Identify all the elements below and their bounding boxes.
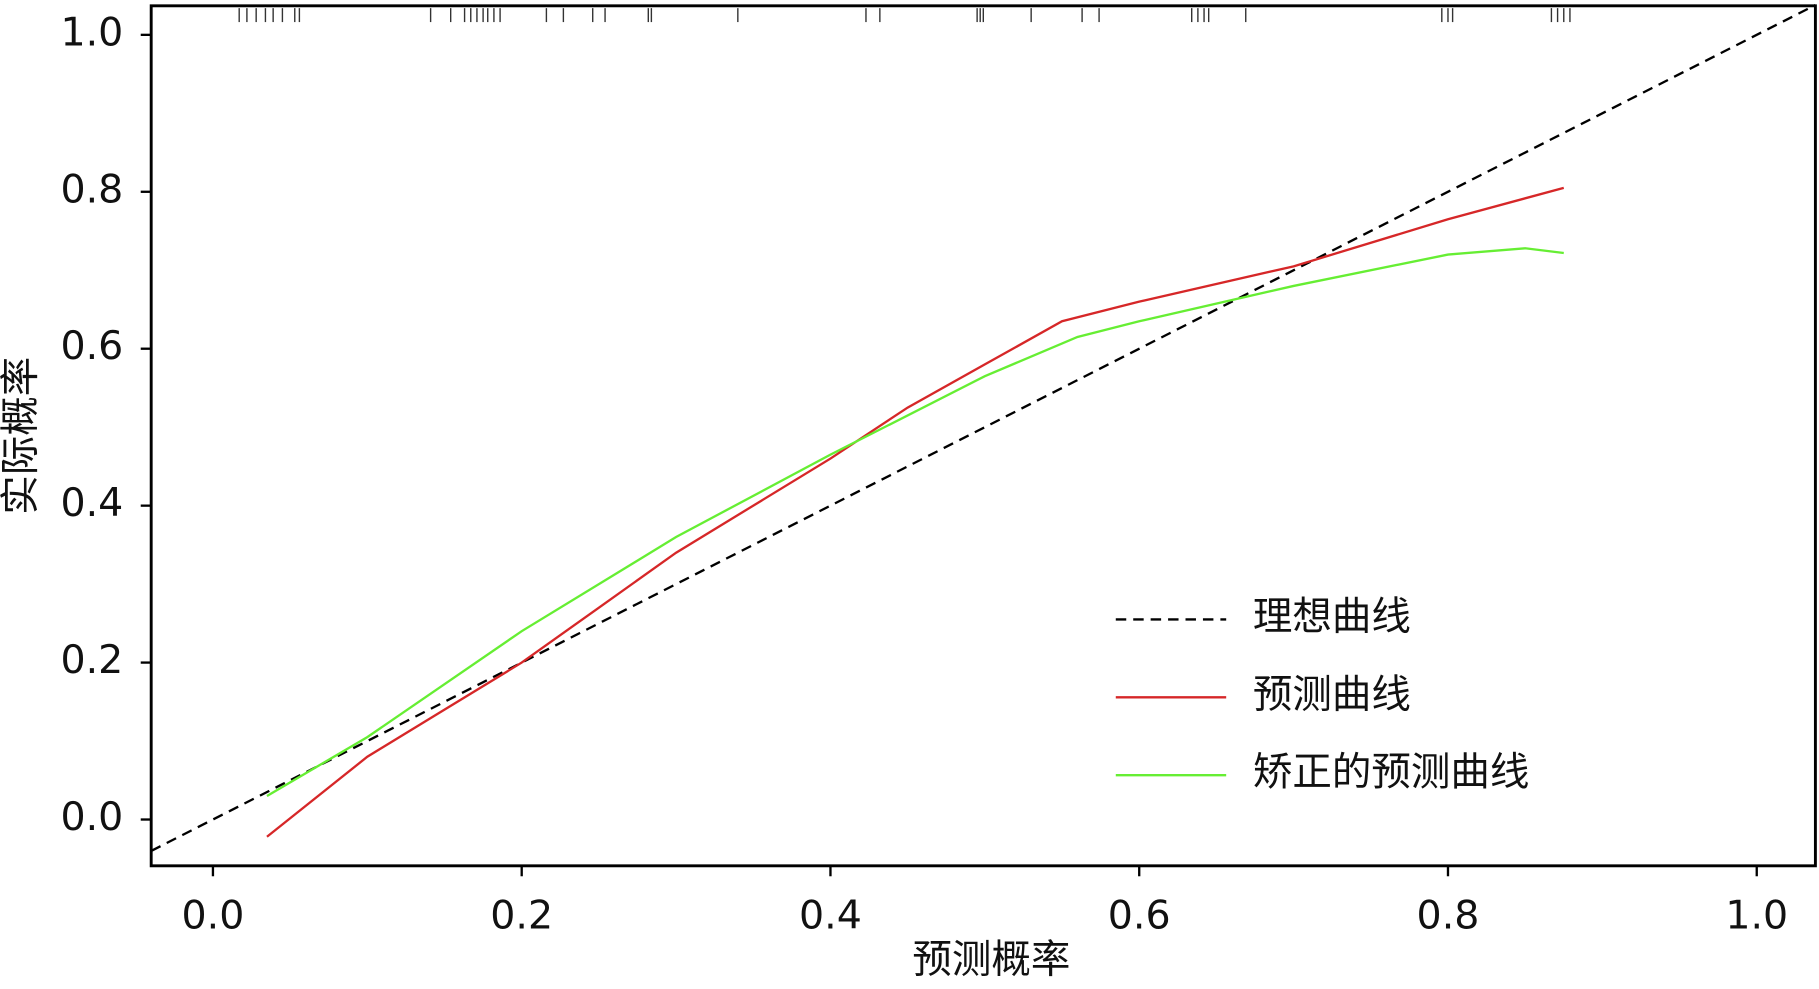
y-tick-label: 0.6	[60, 323, 123, 369]
legend-label: 理想曲线	[1253, 594, 1411, 640]
x-tick-label: 0.2	[490, 893, 553, 939]
x-tick-label: 1.0	[1725, 893, 1788, 939]
y-axis-label: 实际概率	[0, 357, 44, 515]
x-tick-label: 0.4	[799, 893, 862, 939]
x-tick-label: 0.8	[1417, 893, 1480, 939]
series-line	[150, 3, 1816, 852]
plot-frame	[149, 4, 1817, 868]
y-tick-label: 1.0	[60, 9, 123, 55]
y-tick-label: 0.8	[60, 166, 123, 212]
y-tick-label: 0.0	[60, 794, 123, 840]
legend-label: 矫正的预测曲线	[1253, 750, 1530, 796]
series-line	[266, 247, 1564, 797]
series-line	[266, 186, 1565, 838]
legend-label: 预测曲线	[1253, 672, 1411, 718]
x-tick-label: 0.6	[1108, 893, 1171, 939]
x-tick-label: 0.0	[182, 893, 245, 939]
x-axis-label: 预测概率	[912, 937, 1070, 983]
y-tick-label: 0.2	[60, 637, 123, 683]
y-tick-label: 0.4	[60, 480, 123, 526]
